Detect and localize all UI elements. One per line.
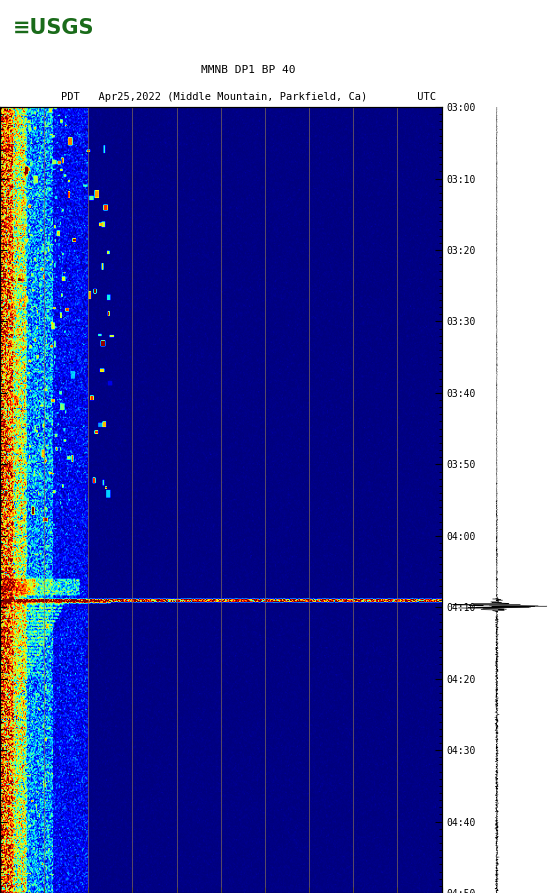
Text: PDT   Apr25,2022 (Middle Mountain, Parkfield, Ca)        UTC: PDT Apr25,2022 (Middle Mountain, Parkfie…	[61, 92, 436, 102]
Text: MMNB DP1 BP 40: MMNB DP1 BP 40	[201, 65, 296, 75]
Text: ≡USGS: ≡USGS	[13, 18, 95, 38]
